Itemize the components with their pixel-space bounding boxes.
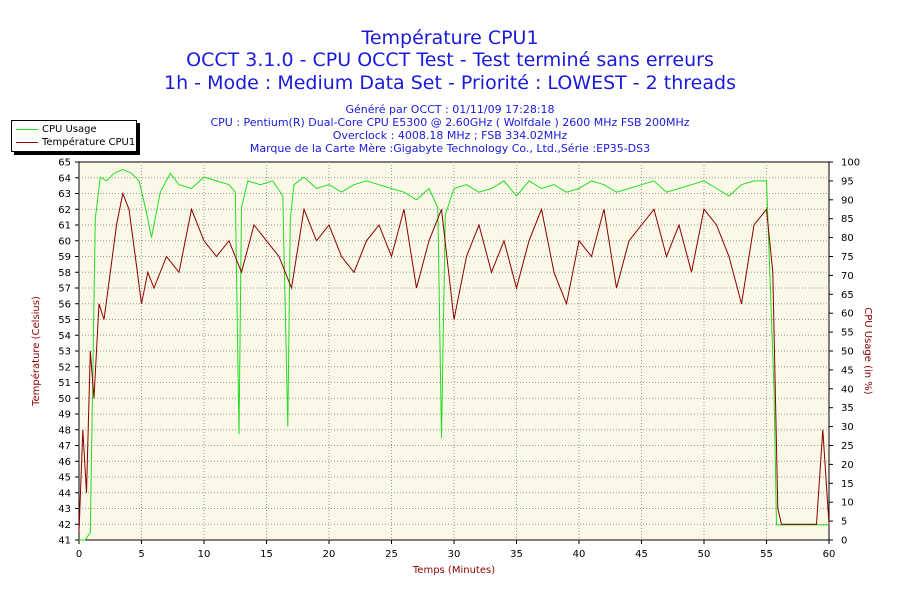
left-tick-label: 45 — [58, 473, 71, 484]
chart-title: Température CPU1 — [361, 27, 539, 49]
left-tick-label: 60 — [58, 236, 71, 247]
right-tick-label: 65 — [841, 290, 854, 301]
left-tick-label: 65 — [58, 158, 71, 169]
left-tick-label: 53 — [58, 347, 71, 358]
series-line-cpu-usage — [79, 169, 829, 541]
left-tick-label: 54 — [58, 331, 71, 342]
legend-item-cpu-usage: CPU Usage — [16, 123, 97, 136]
chart-subtitle-mode: 1h - Mode : Medium Data Set - Priorité :… — [164, 72, 736, 94]
x-tick-label: 60 — [823, 549, 836, 560]
right-tick-label: 45 — [841, 365, 854, 376]
x-tick-label: 50 — [698, 549, 711, 560]
x-tick-label: 5 — [138, 549, 144, 560]
left-tick-label: 51 — [58, 378, 71, 389]
right-tick-label: 20 — [841, 460, 854, 471]
left-tick-label: 42 — [58, 520, 71, 531]
left-tick-label: 55 — [58, 315, 71, 326]
right-tick-label: 80 — [841, 233, 854, 244]
info-overclock: Overclock : 4008.18 MHz ; FSB 334.02MHz — [332, 129, 568, 142]
series-line-temperature — [78, 191, 830, 533]
legend: CPU Usage Température CPU1 — [11, 120, 137, 152]
legend-swatch-cpu-usage — [16, 128, 38, 130]
legend-label-cpu-usage: CPU Usage — [42, 124, 97, 135]
right-tick-label: 70 — [841, 271, 854, 282]
right-tick-label: 85 — [841, 214, 854, 225]
left-tick-label: 62 — [58, 205, 71, 216]
left-tick-label: 64 — [58, 173, 71, 184]
left-tick-label: 44 — [58, 488, 71, 499]
left-tick-label: 58 — [58, 268, 71, 279]
left-tick-label: 63 — [58, 189, 71, 200]
right-tick-label: 10 — [841, 498, 854, 509]
info-motherboard: Marque de la Carte Mère :Gigabyte Techno… — [249, 142, 651, 155]
right-tick-label: 100 — [841, 158, 860, 169]
x-tick-label: 25 — [385, 549, 398, 560]
legend-label-temperature: Température CPU1 — [42, 137, 136, 148]
left-tick-label: 49 — [58, 410, 71, 421]
left-tick-label: 57 — [58, 284, 71, 295]
right-tick-label: 60 — [841, 309, 854, 320]
legend-swatch-temperature — [16, 141, 38, 143]
left-tick-label: 59 — [58, 252, 71, 263]
right-axis-label: CPU Usage (in %) — [862, 307, 873, 395]
right-tick-label: 25 — [841, 441, 854, 452]
right-tick-label: 75 — [841, 252, 854, 263]
right-tick-label: 5 — [841, 517, 847, 528]
left-axis-label: Température (Celsius) — [30, 296, 42, 407]
left-tick-label: 47 — [58, 441, 71, 452]
right-tick-label: 30 — [841, 422, 854, 433]
left-tick-label: 43 — [58, 504, 71, 515]
x-tick-label: 15 — [260, 549, 273, 560]
left-tick-label: 50 — [58, 394, 71, 405]
info-cpu: CPU : Pentium(R) Dual-Core CPU E5300 @ 2… — [210, 116, 690, 129]
left-tick-label: 41 — [58, 536, 71, 547]
x-tick-label: 30 — [448, 549, 461, 560]
right-tick-label: 35 — [841, 403, 854, 414]
x-tick-label: 0 — [76, 549, 82, 560]
left-tick-label: 46 — [58, 457, 71, 468]
x-tick-label: 20 — [323, 549, 336, 560]
left-tick-label: 48 — [58, 425, 71, 436]
right-tick-label: 90 — [841, 195, 854, 206]
x-tick-label: 35 — [510, 549, 523, 560]
right-tick-label: 0 — [841, 536, 847, 547]
right-tick-label: 95 — [841, 176, 854, 187]
x-tick-label: 45 — [635, 549, 648, 560]
right-tick-label: 40 — [841, 384, 854, 395]
info-generated: Généré par OCCT : 01/11/09 17:28:18 — [345, 103, 555, 116]
right-tick-label: 15 — [841, 479, 854, 490]
left-tick-label: 56 — [58, 299, 71, 310]
x-tick-label: 55 — [760, 549, 773, 560]
x-tick-label: 40 — [573, 549, 586, 560]
chart-subtitle-test: OCCT 3.1.0 - CPU OCCT Test - Test termin… — [186, 49, 714, 71]
x-tick-label: 10 — [198, 549, 211, 560]
legend-item-temperature: Température CPU1 — [16, 136, 135, 149]
x-axis-label: Temps (Minutes) — [412, 565, 495, 576]
left-tick-label: 61 — [58, 221, 71, 232]
right-tick-label: 50 — [841, 347, 854, 358]
right-tick-label: 55 — [841, 328, 854, 339]
left-tick-label: 52 — [58, 362, 71, 373]
